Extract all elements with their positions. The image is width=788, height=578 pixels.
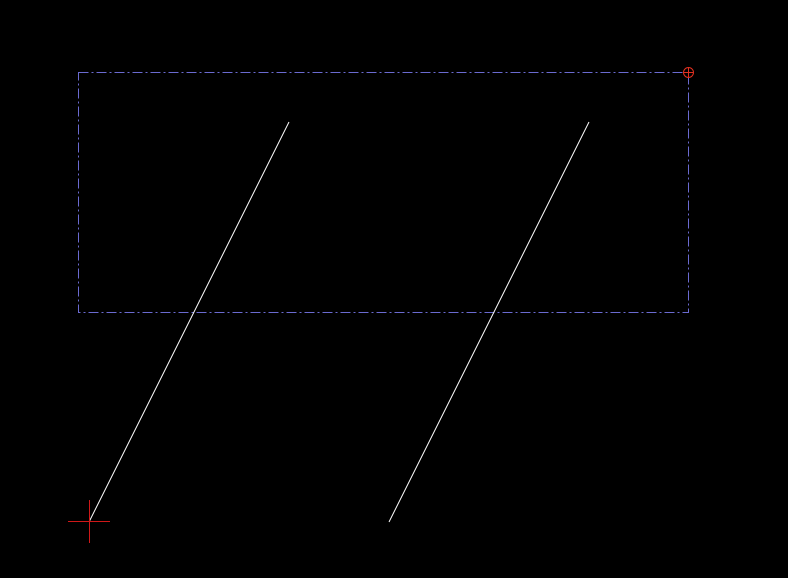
diagonal-line: [388, 121, 590, 523]
frame-corner-marker: [683, 67, 694, 78]
diagonal-line: [88, 121, 290, 523]
dash-dot-frame: [78, 72, 689, 313]
cursor-crosshair: [68, 500, 110, 543]
